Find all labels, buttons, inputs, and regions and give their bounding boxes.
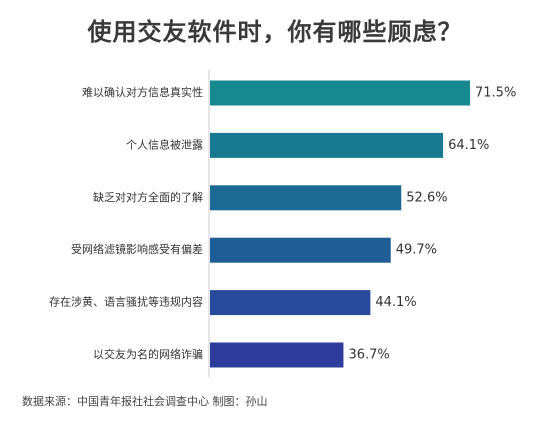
bar xyxy=(210,132,444,158)
bar xyxy=(210,290,371,316)
category-label: 个人信息被泄露 xyxy=(126,137,203,151)
category-label: 存在涉黄、语言骚扰等违规内容 xyxy=(49,295,203,309)
bar xyxy=(210,342,344,368)
chart-source-note: 数据来源：中国青年报社社会调查中心 制图：孙山 xyxy=(22,395,268,408)
category-label: 缺乏对对方全面的了解 xyxy=(93,190,203,204)
value-label: 71.5% xyxy=(475,86,516,101)
bar xyxy=(210,185,402,211)
value-label: 52.6% xyxy=(406,190,447,205)
value-label: 44.1% xyxy=(375,295,416,310)
value-label: 36.7% xyxy=(348,348,389,363)
chart-title: 使用交友软件时，你有哪些顾虑？ xyxy=(87,18,463,46)
category-label: 难以确认对方信息真实性 xyxy=(82,85,203,99)
category-label: 以交友为名的网络诈骗 xyxy=(93,347,203,361)
value-label: 49.7% xyxy=(396,243,437,258)
category-label: 受网络滤镜影响感受有偏差 xyxy=(71,242,203,256)
value-label: 64.1% xyxy=(448,138,489,153)
bar xyxy=(210,237,391,263)
bar xyxy=(210,80,470,106)
